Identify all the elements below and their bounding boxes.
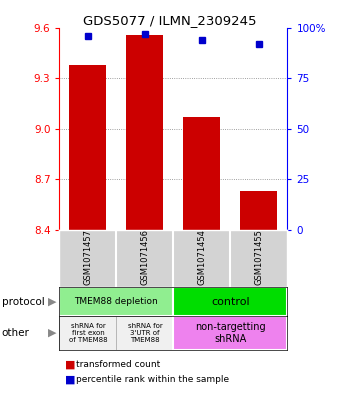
Bar bbox=[173, 316, 287, 350]
Bar bbox=[69, 64, 106, 230]
Bar bbox=[183, 117, 220, 230]
Text: GSM1071454: GSM1071454 bbox=[198, 230, 206, 285]
Text: shRNA for
first exon
of TMEM88: shRNA for first exon of TMEM88 bbox=[69, 323, 107, 343]
Text: protocol: protocol bbox=[2, 297, 45, 307]
Text: ■: ■ bbox=[65, 374, 75, 384]
Text: non-targetting
shRNA: non-targetting shRNA bbox=[195, 322, 266, 344]
Text: GSM1071457: GSM1071457 bbox=[84, 229, 92, 285]
Text: other: other bbox=[2, 328, 30, 338]
Text: ▶: ▶ bbox=[49, 328, 57, 338]
Text: ■: ■ bbox=[65, 360, 75, 370]
Text: ▶: ▶ bbox=[49, 297, 57, 307]
Text: GSM1071455: GSM1071455 bbox=[254, 230, 263, 285]
Bar bbox=[240, 191, 277, 230]
Text: shRNA for
3'UTR of
TMEM88: shRNA for 3'UTR of TMEM88 bbox=[128, 323, 162, 343]
Text: TMEM88 depletion: TMEM88 depletion bbox=[74, 297, 158, 306]
Text: percentile rank within the sample: percentile rank within the sample bbox=[76, 375, 230, 384]
Bar bbox=[59, 287, 173, 316]
Text: control: control bbox=[211, 297, 250, 307]
Text: GSM1071456: GSM1071456 bbox=[140, 229, 149, 285]
Text: transformed count: transformed count bbox=[76, 360, 161, 369]
Text: GDS5077 / ILMN_2309245: GDS5077 / ILMN_2309245 bbox=[83, 14, 257, 27]
Bar bbox=[173, 287, 287, 316]
Bar bbox=[116, 316, 173, 350]
Bar bbox=[59, 316, 116, 350]
Bar bbox=[126, 35, 164, 230]
